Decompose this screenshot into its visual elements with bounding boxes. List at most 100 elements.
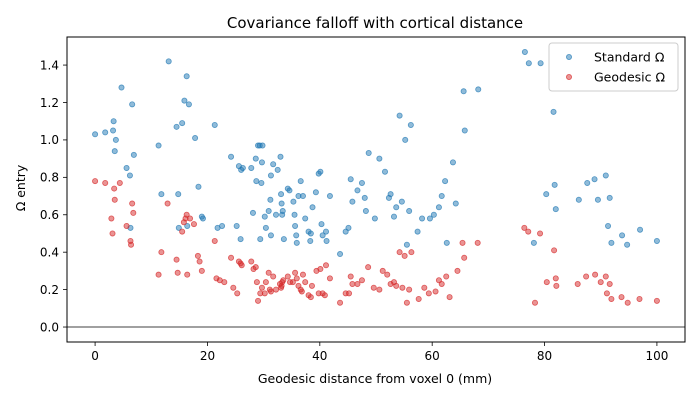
geodesic-point — [618, 294, 625, 301]
y-tick-label: 1.0 — [40, 133, 59, 147]
standard-point — [307, 237, 314, 244]
standard-point — [624, 241, 631, 248]
geodesic-point — [129, 200, 136, 207]
geodesic-point — [155, 271, 162, 278]
standard-point — [345, 224, 352, 231]
standard-point — [262, 224, 269, 231]
standard-point — [267, 196, 274, 203]
geodesic-point — [432, 288, 439, 295]
geodesic-point — [293, 275, 300, 282]
standard-point — [179, 120, 186, 127]
standard-point — [443, 239, 450, 246]
standard-point — [403, 241, 410, 248]
standard-point — [347, 176, 354, 183]
standard-point — [475, 86, 482, 93]
geodesic-point — [174, 269, 181, 276]
standard-point — [219, 222, 226, 229]
standard-point — [605, 222, 612, 229]
standard-point — [312, 189, 319, 196]
standard-point — [461, 127, 468, 134]
geodesic-point — [270, 273, 277, 280]
standard-point — [530, 239, 537, 246]
standard-point — [550, 108, 557, 115]
x-tick-label: 20 — [200, 349, 215, 363]
standard-point — [318, 221, 325, 228]
geodesic-point — [608, 295, 615, 302]
standard-point — [293, 239, 300, 246]
standard-point — [111, 148, 118, 155]
standard-point — [594, 196, 601, 203]
geodesic-point — [349, 280, 356, 287]
geodesic-point — [272, 286, 279, 293]
geodesic-point — [425, 290, 432, 297]
standard-point — [181, 97, 188, 104]
standard-point — [419, 215, 426, 222]
standard-point — [430, 211, 437, 218]
standard-point — [129, 101, 136, 108]
geodesic-point — [299, 271, 306, 278]
standard-point — [637, 226, 644, 233]
geodesic-point — [393, 282, 400, 289]
y-tick-label: 0.4 — [40, 245, 59, 259]
standard-point — [323, 237, 330, 244]
standard-point — [158, 191, 165, 198]
standard-point — [521, 48, 528, 55]
geodesic-point — [164, 200, 171, 207]
geodesic-point — [252, 264, 259, 271]
standard-point — [619, 232, 626, 239]
geodesic-point — [474, 239, 481, 246]
geodesic-point — [346, 290, 353, 297]
geodesic-point — [234, 290, 241, 297]
series-geodesic — [92, 178, 660, 306]
standard-point — [265, 208, 272, 215]
standard-point — [175, 224, 182, 231]
standard-point — [525, 60, 532, 67]
geodesic-point — [543, 279, 550, 286]
legend: Standard Ω Geodesic Ω — [548, 42, 679, 92]
geodesic-point — [551, 247, 558, 254]
standard-point — [390, 213, 397, 220]
geodesic-point — [396, 249, 403, 256]
geodesic-point — [552, 275, 559, 282]
geodesic-point — [347, 273, 354, 280]
geodesic-point — [108, 215, 115, 222]
standard-point — [274, 166, 281, 173]
geodesic-point — [446, 294, 453, 301]
standard-point — [297, 178, 304, 185]
standard-point — [449, 159, 456, 166]
standard-point — [110, 127, 117, 134]
geodesic-point — [187, 215, 194, 222]
standard-point — [112, 136, 119, 143]
x-tick-label: 40 — [312, 349, 327, 363]
geodesic-point — [531, 299, 538, 306]
geodesic-point — [194, 252, 201, 259]
geodesic-point — [158, 249, 165, 256]
standard-point — [452, 200, 459, 207]
standard-point — [278, 200, 285, 207]
geodesic-point — [267, 288, 274, 295]
standard-point — [198, 213, 205, 220]
standard-point — [414, 228, 421, 235]
standard-point — [110, 118, 117, 125]
geodesic-point — [421, 284, 428, 291]
standard-point — [259, 142, 266, 149]
standard-point — [118, 84, 125, 91]
standard-point — [228, 153, 235, 160]
standard-point — [258, 159, 265, 166]
geodesic-point — [525, 228, 532, 235]
standard-point — [126, 172, 133, 179]
standard-point — [278, 191, 285, 198]
geodesic-point — [265, 269, 272, 276]
standard-point — [460, 88, 467, 95]
standard-point — [322, 228, 329, 235]
geodesic-point — [636, 295, 643, 302]
standard-point — [272, 211, 279, 218]
geodesic-point — [123, 222, 130, 229]
x-tick-label: 80 — [537, 349, 552, 363]
geodesic-point — [102, 179, 109, 186]
standard-point — [280, 236, 287, 243]
standard-point — [396, 112, 403, 119]
standard-point — [175, 191, 182, 198]
standard-point — [393, 204, 400, 211]
geodesic-point — [401, 252, 408, 259]
